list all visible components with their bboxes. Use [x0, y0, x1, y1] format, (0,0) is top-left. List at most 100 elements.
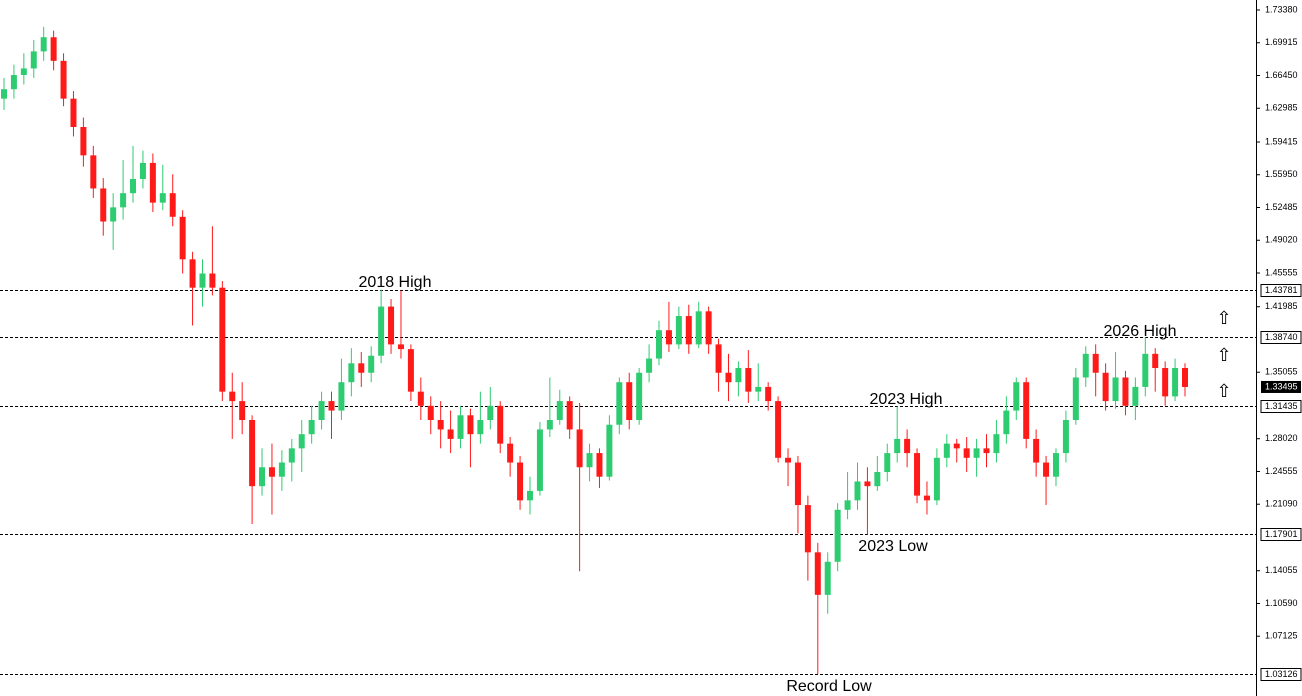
- y-tick-label: 1.55950: [1265, 169, 1298, 179]
- candle-body: [517, 462, 524, 501]
- candle-body: [1102, 372, 1109, 402]
- candle-body: [864, 481, 871, 487]
- candle-body: [1122, 377, 1129, 406]
- candle-body: [546, 420, 553, 430]
- candle-body: [219, 287, 226, 392]
- candle-body: [110, 207, 117, 222]
- candle-body: [1013, 382, 1020, 411]
- candle-body: [626, 382, 633, 421]
- candle-body: [1162, 368, 1169, 397]
- candle-body: [388, 306, 395, 345]
- y-tick-label: 1.66450: [1265, 70, 1298, 80]
- candle-body: [328, 401, 335, 411]
- candle-body: [40, 37, 47, 52]
- candle-body: [844, 500, 851, 510]
- y-tick-label: 1.52485: [1265, 202, 1298, 212]
- candle-body: [705, 311, 712, 345]
- annotation: 2018 High: [359, 274, 432, 291]
- candle-body: [953, 443, 960, 449]
- y-tick-label: 1.35055: [1265, 367, 1298, 377]
- candle-body: [50, 37, 57, 61]
- candle-body: [914, 453, 921, 496]
- candle-body: [963, 448, 970, 458]
- y-tick-label: 1.10590: [1265, 598, 1298, 608]
- arrow-icon: ⇧: [1216, 345, 1231, 365]
- level-label: 1.38740: [1265, 332, 1298, 342]
- annotation: 2026 High: [1104, 323, 1177, 340]
- current-price-label: 1.33495: [1265, 381, 1298, 391]
- y-tick-label: 1.62985: [1265, 103, 1298, 113]
- candle-body: [775, 401, 782, 458]
- candle-body: [566, 401, 573, 430]
- candle-body: [298, 434, 305, 449]
- candle-body: [1, 89, 7, 99]
- candle-body: [933, 457, 940, 501]
- y-tick-label: 1.21090: [1265, 499, 1298, 509]
- level-label: 1.31435: [1265, 401, 1298, 411]
- candle-body: [884, 453, 891, 472]
- candle-body: [983, 448, 990, 454]
- candle-body: [745, 368, 752, 392]
- candle-body: [755, 386, 762, 392]
- level-label: 1.17901: [1265, 529, 1298, 539]
- candle-body: [1072, 377, 1079, 421]
- candle-body: [229, 391, 236, 402]
- y-tick-label: 1.41985: [1265, 301, 1298, 311]
- y-tick-label: 1.28020: [1265, 433, 1298, 443]
- candle-body: [457, 415, 464, 439]
- candle-body: [904, 438, 911, 454]
- candle-body: [169, 193, 176, 217]
- candle-body: [368, 355, 375, 373]
- candle-body: [834, 509, 841, 562]
- candle-body: [348, 363, 355, 383]
- candle-body: [715, 344, 722, 373]
- candle-body: [149, 162, 156, 203]
- candle-body: [685, 316, 692, 345]
- annotation: Record Low: [786, 678, 872, 695]
- candle-body: [973, 448, 980, 458]
- candle-body: [249, 420, 256, 487]
- candle-body: [606, 424, 613, 477]
- y-tick-label: 1.07125: [1265, 631, 1298, 641]
- candle-body: [1182, 368, 1188, 387]
- candle-body: [497, 405, 504, 444]
- candle-body: [397, 344, 404, 350]
- y-tick-label: 1.14055: [1265, 565, 1298, 575]
- candle-body: [1082, 353, 1089, 378]
- candle-body: [646, 358, 653, 373]
- candle-body: [1033, 438, 1040, 463]
- y-tick-label: 1.45555: [1265, 267, 1298, 277]
- candle-body: [923, 495, 930, 501]
- candle-body: [278, 462, 285, 477]
- annotation: 2023 High: [870, 391, 943, 408]
- candle-body: [943, 443, 950, 458]
- candle-body: [427, 405, 434, 421]
- candle-body: [656, 330, 663, 359]
- candle-body: [1003, 410, 1010, 435]
- candle-body: [288, 448, 295, 463]
- candle-body: [675, 316, 682, 345]
- candle-body: [576, 429, 583, 468]
- candle-body: [1112, 377, 1119, 402]
- candle-body: [417, 391, 424, 406]
- level-label-box: [1260, 400, 1302, 413]
- candle-body: [854, 481, 861, 501]
- candle-body: [308, 420, 315, 435]
- candle-body: [1092, 353, 1099, 373]
- candle-body: [765, 386, 772, 402]
- level-label: 1.43781: [1265, 285, 1298, 295]
- candle-body: [378, 306, 385, 356]
- candle-body: [1062, 420, 1069, 454]
- candle-body: [189, 259, 196, 288]
- candle-body: [358, 363, 365, 373]
- candle-body: [80, 127, 87, 156]
- candle-body: [735, 368, 742, 383]
- y-tick-label: 1.24555: [1265, 466, 1298, 476]
- candle-body: [1142, 353, 1149, 387]
- candle-body: [1172, 368, 1179, 397]
- candle-body: [993, 434, 1000, 454]
- y-tick-label: 1.73380: [1265, 4, 1298, 14]
- candle-body: [794, 462, 801, 506]
